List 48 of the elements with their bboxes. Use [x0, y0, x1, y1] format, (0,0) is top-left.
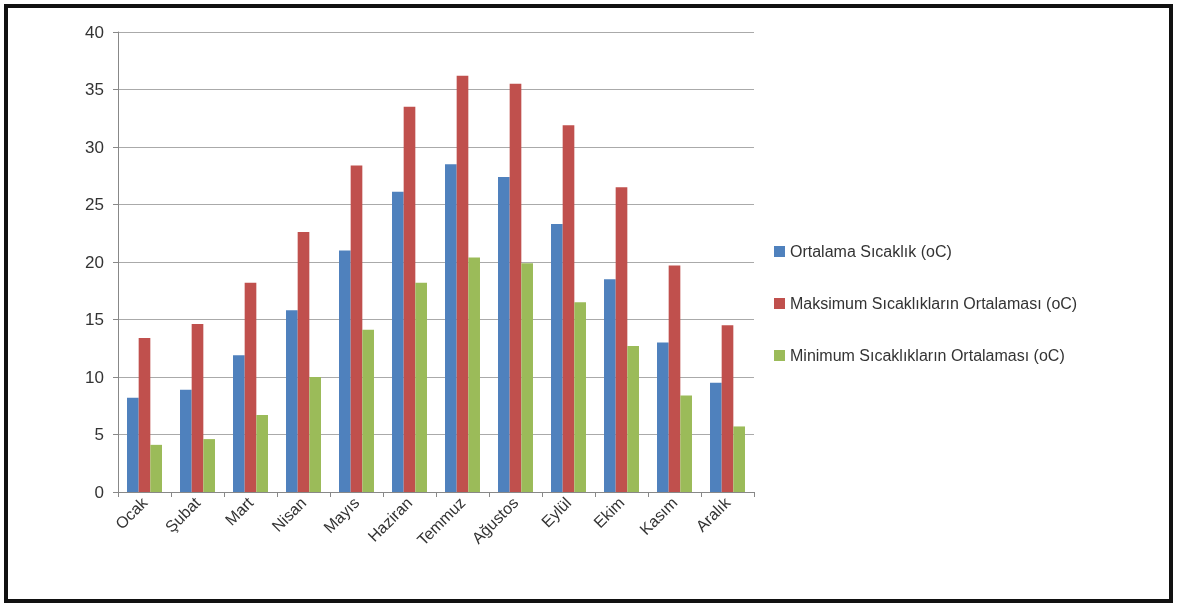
bar — [668, 265, 681, 492]
y-tick-label: 30 — [85, 137, 104, 157]
y-tick-label: 5 — [94, 425, 104, 444]
y-tick-label: 40 — [85, 22, 104, 42]
bar — [180, 389, 192, 492]
bar — [680, 395, 692, 492]
bar — [574, 302, 586, 492]
bar — [286, 310, 298, 492]
y-tick-label: 25 — [85, 195, 104, 214]
bar — [498, 176, 510, 492]
bar — [392, 191, 404, 492]
bar — [562, 125, 575, 492]
bar — [127, 397, 139, 492]
y-tick-label: 20 — [85, 252, 104, 272]
bar — [203, 439, 215, 492]
bar — [362, 329, 374, 492]
bar — [521, 263, 533, 492]
legend-label: Ortalama Sıcaklık (oC) — [790, 243, 952, 260]
bar — [233, 355, 245, 492]
bar — [415, 282, 427, 492]
bar — [657, 342, 669, 492]
bar — [150, 444, 162, 492]
bar — [551, 224, 563, 492]
bar — [403, 106, 416, 492]
legend-label: Maksimum Sıcaklıkların Ortalaması (oC) — [790, 295, 1078, 312]
bar — [244, 282, 257, 492]
bar — [456, 75, 469, 492]
y-tick-label: 15 — [85, 310, 104, 329]
bar — [339, 250, 351, 492]
bar — [615, 187, 628, 492]
bar — [710, 382, 722, 492]
bar — [733, 426, 745, 492]
legend-label: Minimum Sıcaklıkların Ortalaması (oC) — [790, 347, 1065, 364]
y-tick-label: 10 — [85, 367, 104, 387]
bar — [509, 83, 522, 492]
bar — [350, 165, 363, 492]
bar — [309, 377, 321, 492]
bar — [627, 345, 639, 492]
y-tick-label: 35 — [85, 80, 104, 99]
bar — [445, 164, 457, 492]
bar — [138, 337, 151, 492]
bar — [468, 257, 480, 492]
bar — [604, 279, 616, 492]
bar — [191, 324, 204, 492]
bar — [256, 414, 268, 492]
bar — [721, 325, 734, 492]
bar — [297, 232, 310, 492]
y-tick-label: 0 — [94, 482, 104, 502]
